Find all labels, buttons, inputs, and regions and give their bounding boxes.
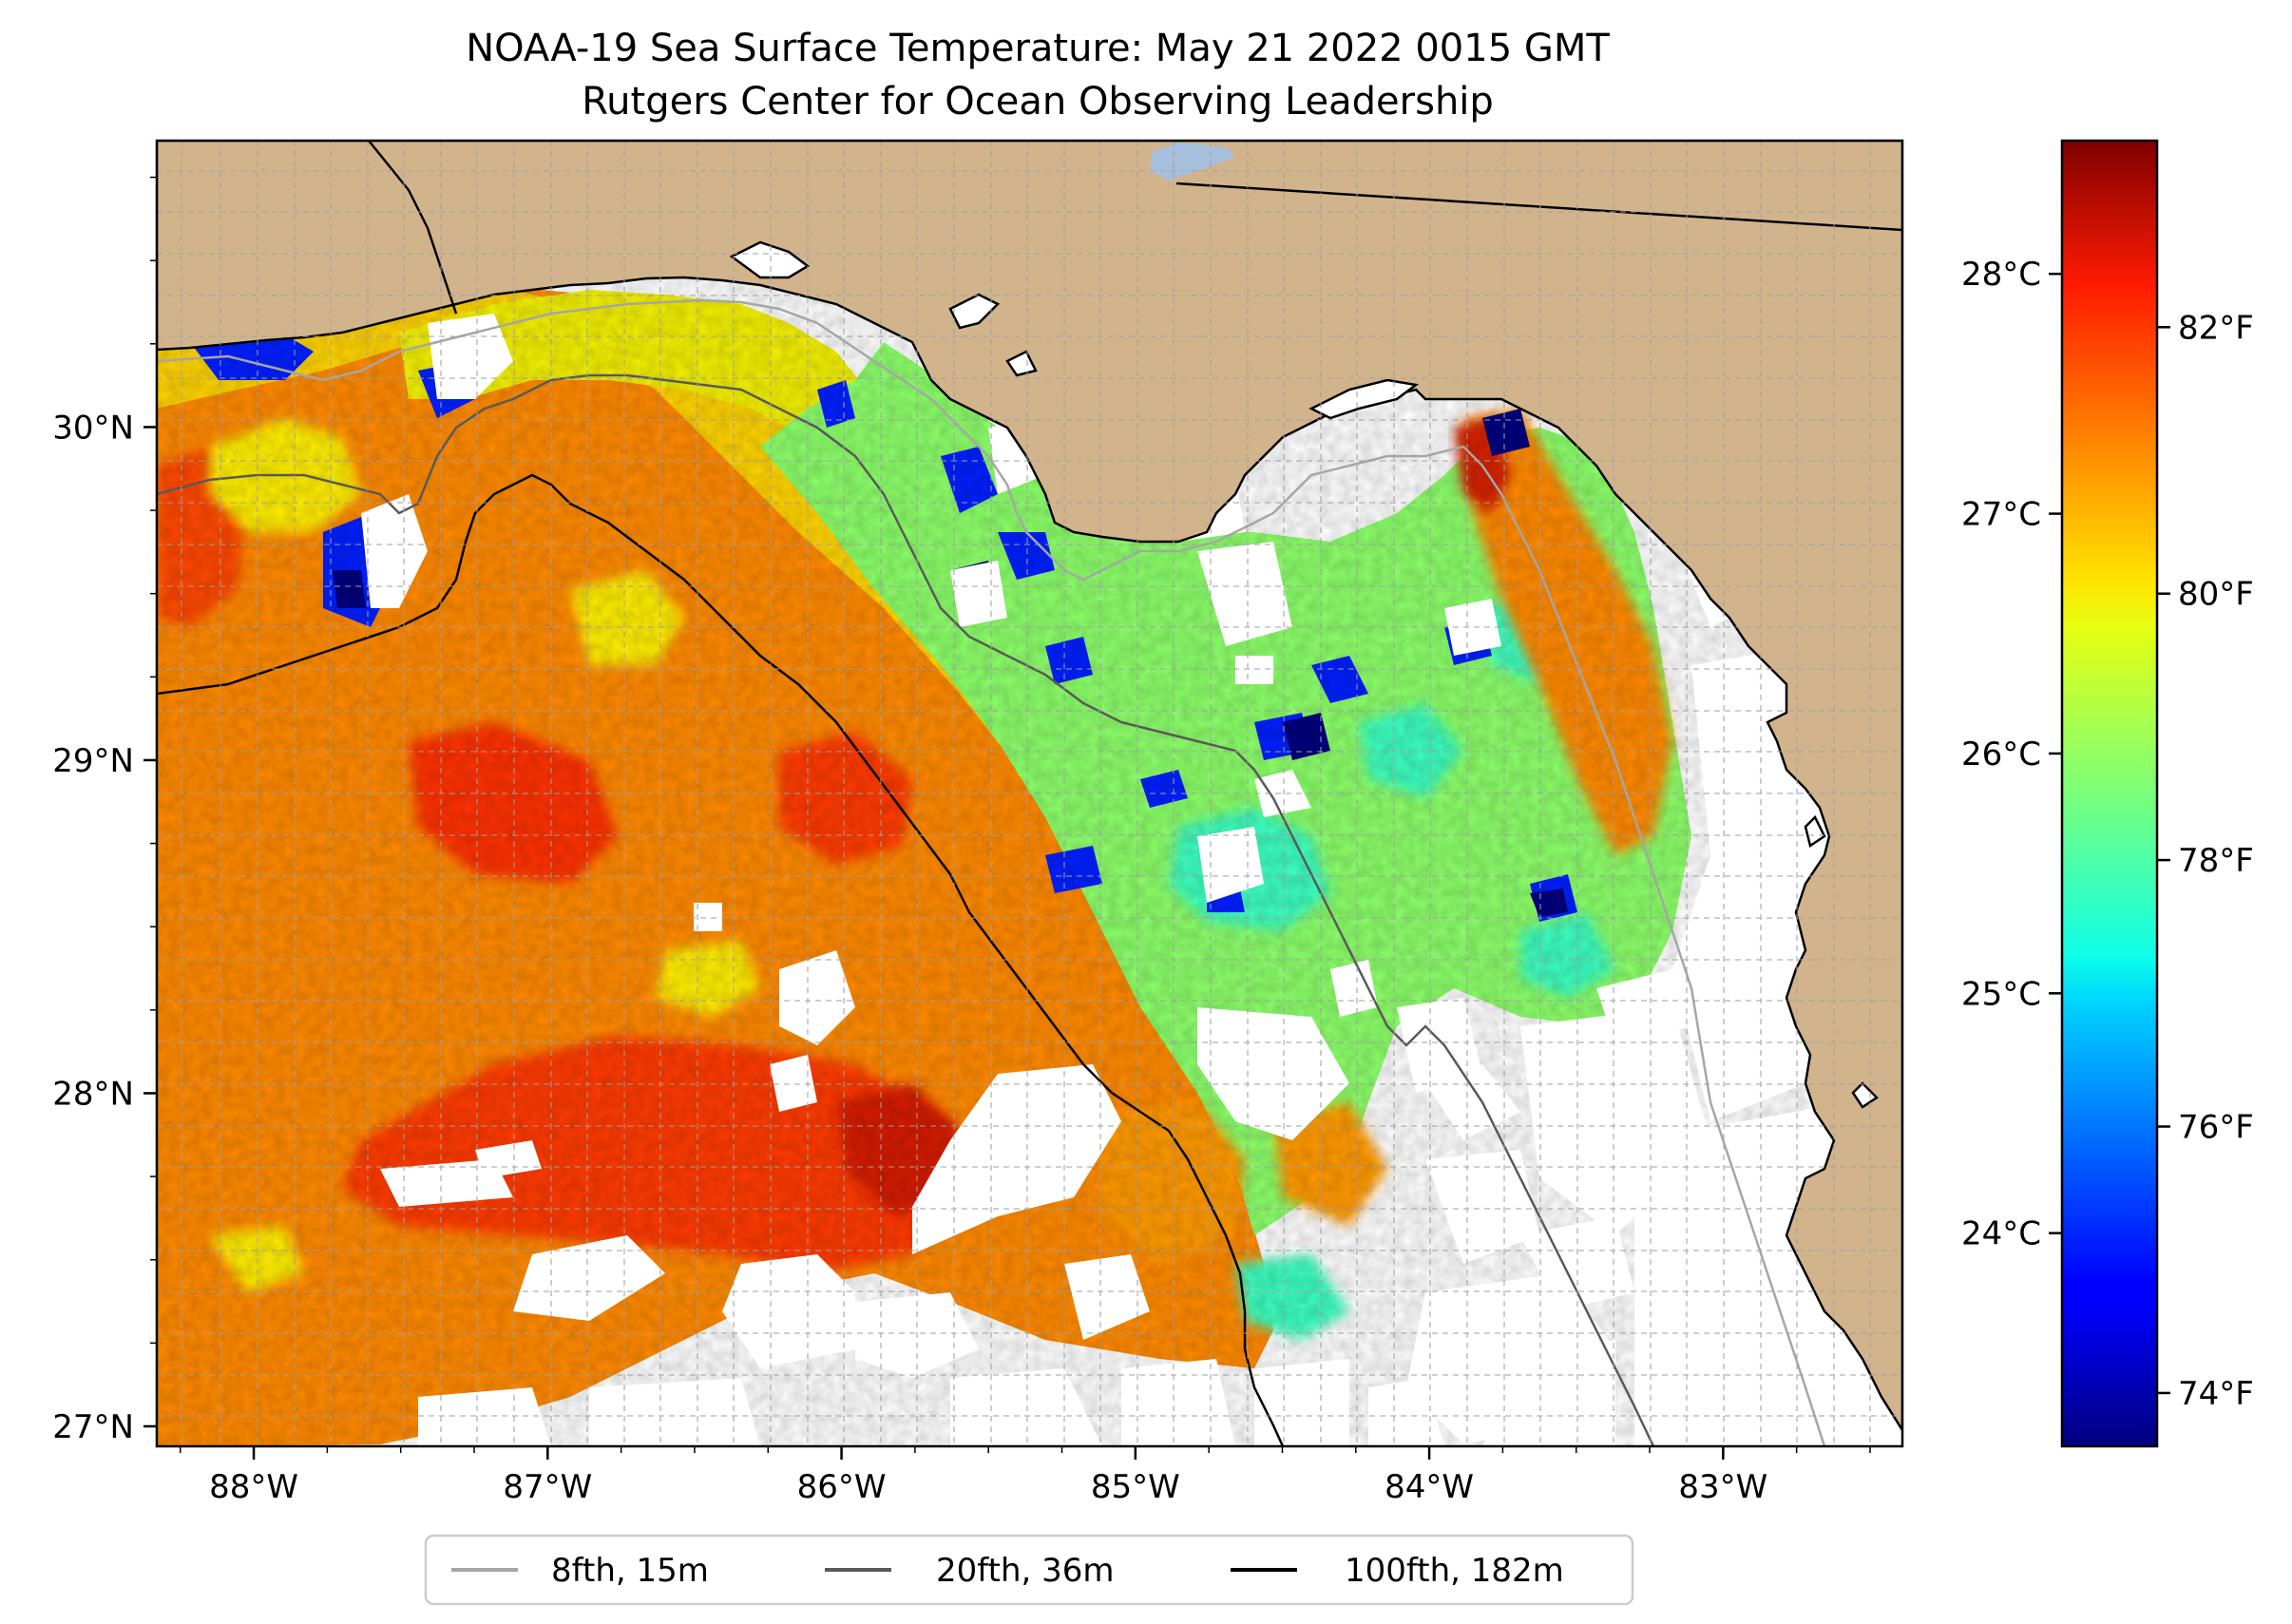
colorbar: 82°F 80°F 78°F 76°F 74°F 28°C 27°C 26°C 25°C 24°… (1961, 139, 2254, 1448)
longitude-ticks: 88°W 87°W 86°W 85°W 84°W 83°W (179, 1446, 1871, 1506)
colorbar-gradient (2060, 139, 2159, 1448)
legend-label-20fth: 20fth, 36m (936, 1552, 1115, 1590)
lon-tick-label-0: 88°W (209, 1468, 298, 1506)
lon-tick-label-5: 83°W (1678, 1468, 1767, 1506)
legend-box (424, 1534, 1634, 1606)
lon-tick-label-1: 87°W (503, 1468, 592, 1506)
lat-tick-label-0: 30°N (52, 409, 134, 447)
cbar-c-tick-label-1: 27°C (1961, 496, 2041, 534)
depth-contours (157, 298, 1826, 1446)
cbar-f-tick-label-3: 76°F (2178, 1109, 2254, 1147)
contour-100fth (157, 473, 1285, 1446)
title-line-1: NOAA-19 Sea Surface Temperature: May 21 … (466, 27, 1610, 70)
legend: 8fth, 15m 20fth, 36m 100fth, 182m (424, 1534, 1634, 1606)
cbar-c-tick-label-4: 24°C (1961, 1215, 2041, 1253)
lon-tick-label-2: 86°W (797, 1468, 887, 1506)
map-gridlines (157, 141, 1902, 1446)
colorbar-celsius-ticks: 28°C 27°C 26°C 25°C 24°C (1961, 256, 2062, 1253)
legend-label-100fth: 100fth, 182m (1345, 1552, 1564, 1590)
lon-tick-label-4: 84°W (1385, 1468, 1474, 1506)
land-mass (157, 141, 1902, 1433)
cbar-c-tick-label-3: 25°C (1961, 975, 2041, 1013)
contour-20fth (157, 373, 1655, 1446)
state-boundary (1175, 182, 1902, 232)
river-line (368, 141, 458, 315)
map-frame (155, 139, 1904, 1448)
coastal-bays (729, 240, 1879, 1109)
lat-tick-label-3: 27°N (52, 1408, 134, 1446)
lat-tick-label-1: 29°N (52, 742, 134, 780)
cbar-f-tick-label-2: 78°F (2178, 842, 2254, 880)
cbar-f-tick-label-4: 74°F (2178, 1375, 2254, 1413)
cbar-c-tick-label-0: 28°C (1961, 256, 2041, 294)
latitude-ticks: 30°N 29°N 28°N 27°N (52, 176, 157, 1446)
title-line-2: Rutgers Center for Ocean Observing Leade… (582, 80, 1494, 124)
map-panel (157, 141, 1902, 1446)
lon-tick-label-3: 85°W (1091, 1468, 1180, 1506)
lat-tick-label-2: 28°N (52, 1075, 134, 1113)
cbar-f-tick-label-0: 82°F (2178, 309, 2254, 347)
cbar-c-tick-label-2: 26°C (1961, 736, 2041, 774)
colorbar-fahrenheit-ticks: 82°F 80°F 78°F 76°F 74°F (2157, 309, 2254, 1413)
legend-label-8fth: 8fth, 15m (551, 1552, 709, 1590)
contour-8fth (157, 298, 1826, 1446)
cbar-f-tick-label-1: 80°F (2178, 576, 2254, 614)
